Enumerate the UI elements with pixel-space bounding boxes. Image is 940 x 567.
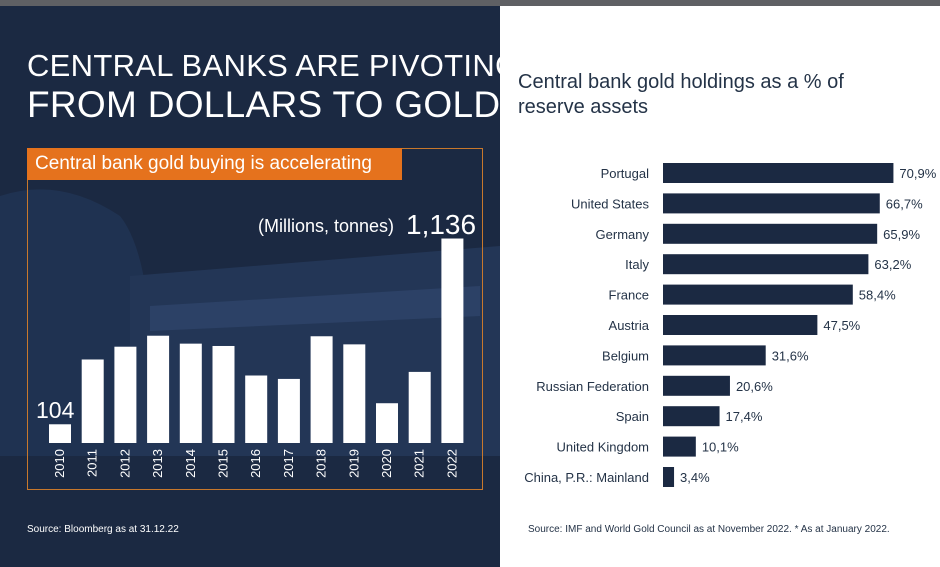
bar-china-p-r-mainland bbox=[663, 467, 675, 487]
x-tick-label-2019: 2019 bbox=[346, 449, 361, 478]
x-tick-label-2022: 2022 bbox=[444, 449, 459, 478]
value-label: 3,4% bbox=[680, 470, 710, 485]
unit-note: (Millions, tonnes) bbox=[258, 216, 394, 236]
value-label: 17,4% bbox=[726, 409, 763, 424]
x-tick-label-2011: 2011 bbox=[85, 449, 100, 477]
bar-france bbox=[663, 284, 853, 305]
holdings-chart-title: Central bank gold holdings as a % of res… bbox=[518, 71, 844, 118]
bar-2011 bbox=[81, 359, 104, 443]
headline-line-2: FROM DOLLARS TO GOLD bbox=[27, 84, 500, 125]
x-tick-label-2013: 2013 bbox=[150, 449, 165, 478]
x-tick-label-2020: 2020 bbox=[379, 449, 394, 478]
category-label: Italy bbox=[625, 257, 649, 272]
bar-austria bbox=[663, 315, 818, 335]
bar-belgium bbox=[663, 345, 766, 366]
value-label: 66,7% bbox=[886, 196, 923, 211]
left-source-note: Source: Bloomberg as at 31.12.22 bbox=[27, 524, 179, 535]
category-label: France bbox=[609, 288, 649, 303]
gold-holdings-bar-chart: Portugal 70,9% United States 66,7% Germany 65… bbox=[524, 163, 937, 487]
bar-2019 bbox=[343, 344, 366, 443]
top-bar bbox=[0, 0, 940, 6]
category-label: United Kingdom bbox=[557, 440, 650, 455]
bar-russian-federation bbox=[663, 375, 730, 396]
category-label: United States bbox=[571, 196, 650, 211]
x-tick-label-2014: 2014 bbox=[183, 449, 198, 478]
bar-germany bbox=[663, 223, 878, 244]
data-label-2022: 1,136 bbox=[406, 209, 476, 240]
category-label: Austria bbox=[609, 318, 650, 333]
category-label: Portugal bbox=[601, 166, 650, 181]
bar-2014 bbox=[179, 343, 202, 443]
chart-subtitle: Central bank gold buying is accelerating bbox=[27, 148, 402, 180]
bar-spain bbox=[663, 406, 720, 427]
bar-2018 bbox=[310, 336, 333, 443]
right-source-note: Source: IMF and World Gold Council as at… bbox=[528, 524, 890, 535]
bar-2022 bbox=[441, 238, 464, 443]
x-tick-label-2015: 2015 bbox=[216, 449, 231, 478]
gold-buying-bar-chart: 2010 2011 2012 2013 2014 2015 2016 2017 2018 2019… bbox=[36, 209, 476, 478]
bar-portugal bbox=[663, 163, 894, 183]
value-label: 58,4% bbox=[859, 288, 896, 303]
x-tick-label-2016: 2016 bbox=[248, 449, 263, 478]
bar-2010 bbox=[49, 424, 71, 443]
value-label: 10,1% bbox=[702, 440, 739, 455]
category-label: Belgium bbox=[602, 348, 649, 363]
x-tick-label-2017: 2017 bbox=[281, 449, 296, 478]
bar-2017 bbox=[277, 378, 300, 443]
bar-2015 bbox=[212, 345, 235, 443]
x-tick-label-2012: 2012 bbox=[117, 449, 132, 478]
x-tick-label-2018: 2018 bbox=[314, 449, 329, 478]
value-label: 31,6% bbox=[772, 348, 809, 363]
value-label: 47,5% bbox=[823, 318, 860, 333]
category-label: China, P.R.: Mainland bbox=[524, 470, 649, 485]
bar-2021 bbox=[408, 371, 431, 443]
bar-2012 bbox=[114, 346, 137, 443]
bar-2020 bbox=[376, 403, 398, 443]
x-tick-label-2021: 2021 bbox=[412, 449, 427, 478]
data-label-2010: 104 bbox=[36, 397, 75, 423]
bar-united-states bbox=[663, 193, 880, 214]
bar-italy bbox=[663, 254, 869, 275]
x-tick-label-2010: 2010 bbox=[52, 449, 67, 478]
headline-line-1: CENTRAL BANKS ARE PIVOTING bbox=[27, 48, 500, 83]
category-label: Germany bbox=[596, 227, 650, 242]
value-label: 20,6% bbox=[736, 379, 773, 394]
category-label: Russian Federation bbox=[536, 379, 649, 394]
value-label: 63,2% bbox=[874, 257, 911, 272]
value-label: 65,9% bbox=[883, 227, 920, 242]
bar-2016 bbox=[245, 375, 268, 443]
bar-2013 bbox=[147, 335, 170, 443]
bar-united-kingdom bbox=[663, 436, 696, 457]
value-label: 70,9% bbox=[899, 166, 936, 181]
category-label: Spain bbox=[616, 409, 649, 424]
